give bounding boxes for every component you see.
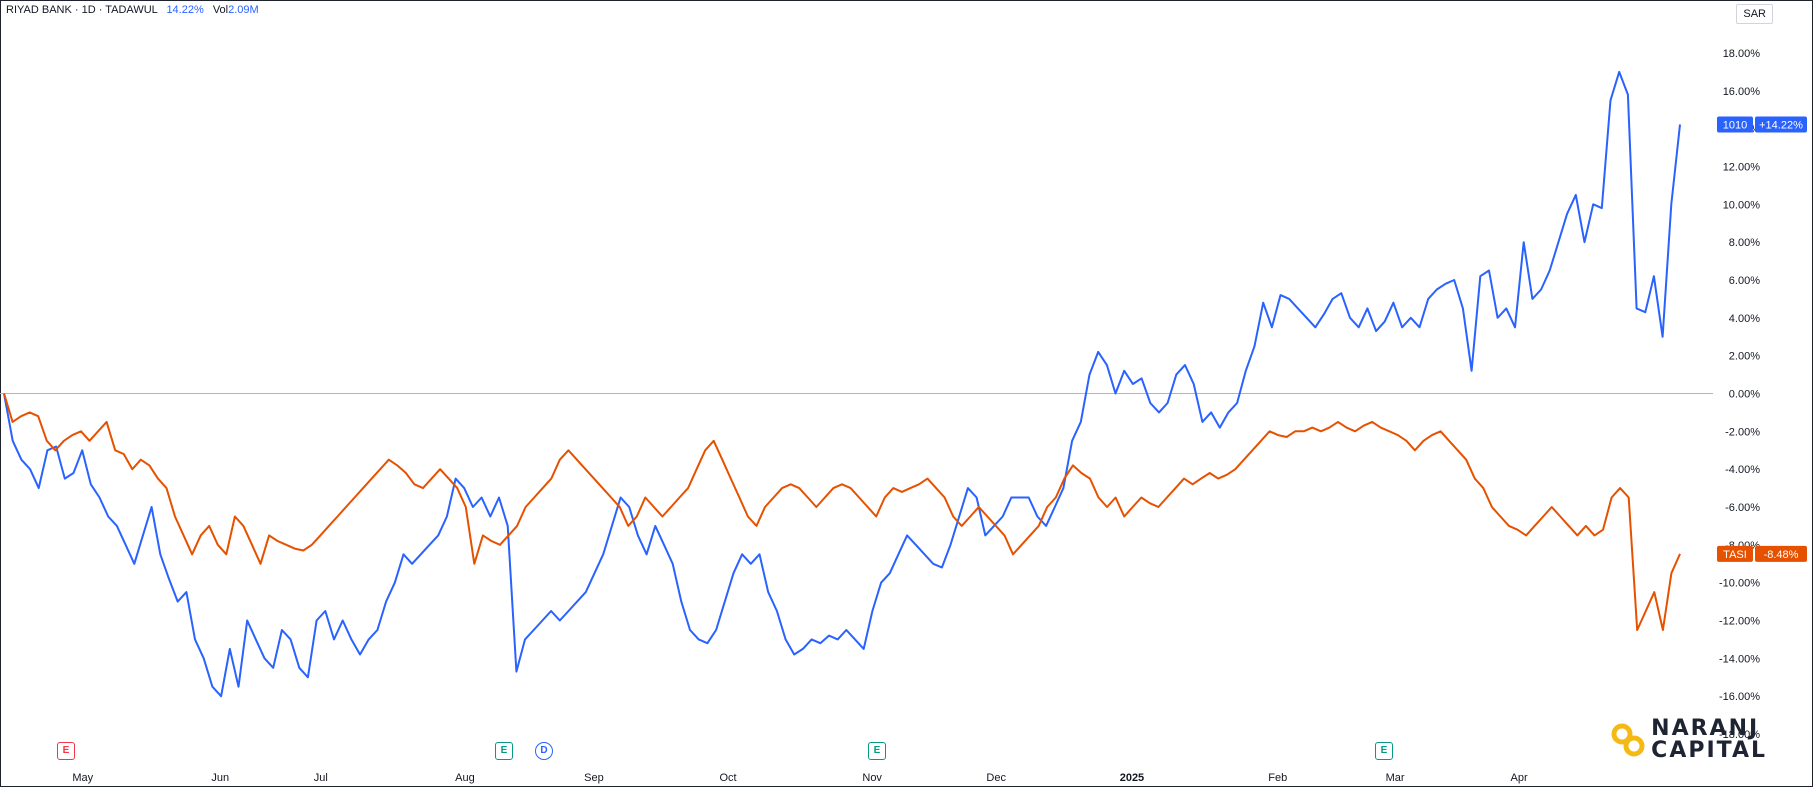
y-tick-label: 12.00% xyxy=(1723,162,1761,174)
change-percent: 14.22% xyxy=(166,4,204,16)
x-tick-label: Sep xyxy=(584,772,604,784)
x-tick-label: 2025 xyxy=(1120,772,1144,784)
series-line-1010[interactable] xyxy=(3,70,1681,698)
y-tick-label: 4.00% xyxy=(1729,313,1760,325)
y-tick-label: 10.00% xyxy=(1723,199,1761,211)
y-tick-label: -16.00% xyxy=(1719,691,1760,703)
y-tick-label: -18.00% xyxy=(1719,729,1760,741)
series-line-tasi[interactable] xyxy=(3,393,1681,631)
y-tick-label: 16.00% xyxy=(1723,86,1761,98)
earnings-event-marker[interactable]: E xyxy=(868,742,886,760)
series-value-label: +14.22% xyxy=(1759,120,1803,132)
y-tick-label: 18.00% xyxy=(1723,48,1761,60)
x-tick-label: Jun xyxy=(211,772,229,784)
y-tick-label: 0.00% xyxy=(1729,389,1760,401)
x-tick-label: Mar xyxy=(1386,772,1405,784)
currency-button[interactable]: SAR xyxy=(1736,4,1773,24)
volume-value: 2.09M xyxy=(228,4,259,16)
y-tick-label: 8.00% xyxy=(1729,237,1760,249)
series-name-tag xyxy=(1717,545,1753,562)
brand-line2: CAPITAL xyxy=(1651,738,1767,763)
earnings-event-marker[interactable]: E xyxy=(495,742,513,760)
series-value-tag xyxy=(1755,545,1807,562)
x-tick-label: Aug xyxy=(455,772,475,784)
series-value-label: -8.48% xyxy=(1764,549,1799,561)
dividend-event-marker[interactable]: D xyxy=(535,742,553,760)
brand-line1: NARANJ xyxy=(1651,716,1760,741)
earnings-event-marker[interactable]: E xyxy=(57,742,75,760)
symbol-title[interactable]: RIYAD BANK · 1D · TADAWUL xyxy=(6,4,158,16)
x-tick-label: Jul xyxy=(314,772,328,784)
y-tick-label: 6.00% xyxy=(1729,275,1760,287)
x-tick-label: Nov xyxy=(862,772,882,784)
naranj-logo-icon xyxy=(1611,723,1645,757)
volume-label: Vol xyxy=(212,4,229,16)
series-name-label: TASI xyxy=(1723,549,1747,561)
y-tick-label: 2.00% xyxy=(1729,351,1760,363)
brand-logo: NARANJ CAPITAL xyxy=(1611,718,1767,762)
y-tick-label: -6.00% xyxy=(1725,502,1760,514)
series-name-tag xyxy=(1717,116,1753,133)
chart-header: RIYAD BANK · 1D · TADAWUL 14.22% Vol2.09… xyxy=(6,4,259,16)
y-tick-label: -14.00% xyxy=(1719,653,1760,665)
x-tick-label: Dec xyxy=(986,772,1006,784)
x-tick-label: Feb xyxy=(1268,772,1287,784)
series-name-label: 1010 xyxy=(1723,120,1747,132)
y-tick-label: -2.00% xyxy=(1725,426,1760,438)
y-tick-label: -10.00% xyxy=(1719,578,1760,590)
x-tick-label: Apr xyxy=(1511,772,1528,784)
x-tick-label: Oct xyxy=(719,772,736,784)
y-tick-label: -12.00% xyxy=(1719,616,1760,628)
y-tick-label: -4.00% xyxy=(1725,464,1760,476)
earnings-event-marker[interactable]: E xyxy=(1375,742,1393,760)
x-tick-label: May xyxy=(72,772,93,784)
series-value-tag xyxy=(1755,116,1807,133)
